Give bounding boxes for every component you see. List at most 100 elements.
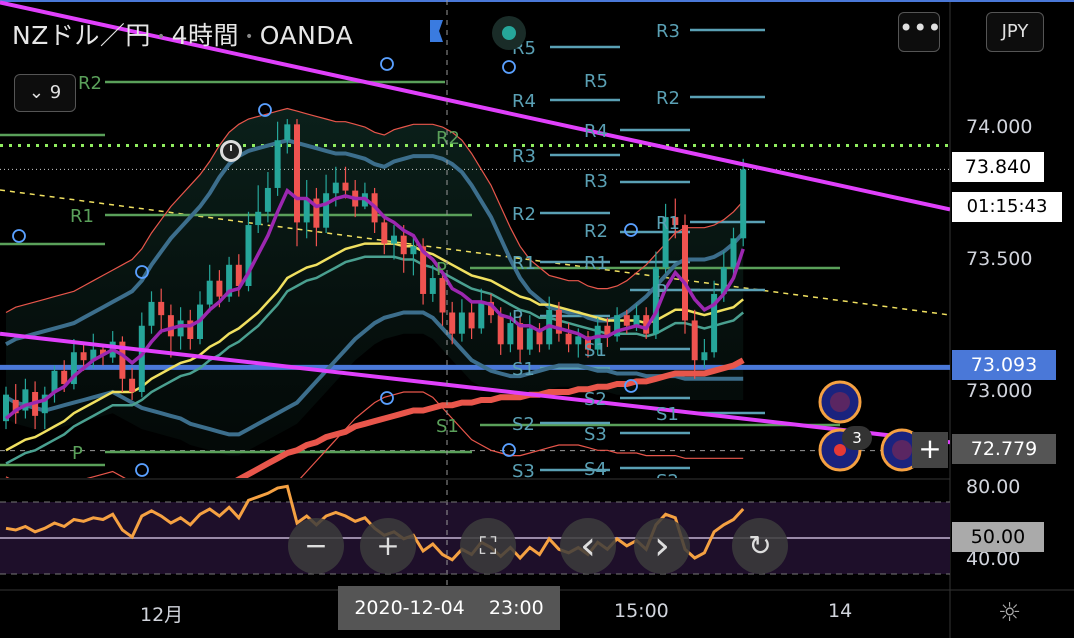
- fractal-marker: [135, 463, 149, 477]
- plot-area: R2R1PR1PS1R2R5R4R3R2R1PS1S2S3R5R4R3R2R1P…: [0, 0, 950, 492]
- symbol-name[interactable]: NZドル／円: [12, 21, 151, 50]
- candle-body: [662, 217, 669, 268]
- candle-body: [623, 315, 630, 326]
- crosshair-price-label: 72.779: [952, 434, 1056, 464]
- candle-body: [575, 336, 582, 345]
- pivot-label-blue: S1: [584, 340, 607, 361]
- pivot-label-blue: P: [512, 307, 523, 328]
- pivot-label-blue: P: [656, 281, 667, 302]
- candle-body: [488, 301, 494, 316]
- interval-name[interactable]: 4時間: [171, 21, 239, 50]
- currency-button[interactable]: JPY: [986, 12, 1044, 52]
- more-menu-button[interactable]: •••: [898, 12, 941, 52]
- fractal-marker: [258, 103, 272, 117]
- price-tick: 73.000: [966, 380, 1033, 402]
- chevron-down-icon: ⌄: [28, 82, 44, 103]
- ema-short-line: [4, 187, 745, 420]
- price-tick: 73.500: [966, 248, 1033, 270]
- rsi-tick: 40.00: [966, 548, 1021, 570]
- candle-body: [294, 124, 300, 223]
- pivot-label-blue: S2: [512, 414, 535, 435]
- candle-body: [565, 333, 572, 345]
- pivot-label-blue: R3: [512, 146, 536, 167]
- add-alert-button[interactable]: +: [912, 432, 948, 468]
- candle-body: [80, 352, 87, 361]
- candle-body: [303, 198, 310, 223]
- event-flag-mark: [830, 392, 850, 412]
- candle-body: [177, 320, 184, 337]
- candle-body: [51, 370, 58, 392]
- upper-trendline: [0, 0, 950, 212]
- scroll-right-button[interactable]: ›: [634, 518, 690, 574]
- candle-body: [555, 309, 562, 334]
- scroll-left-button[interactable]: ‹: [560, 518, 616, 574]
- candle-body: [614, 315, 621, 337]
- bollinger-outer-upper-line: [5, 107, 744, 314]
- candle-body: [70, 352, 77, 385]
- price-tick: 74.000: [966, 116, 1033, 138]
- rsi-tick: 80.00: [966, 476, 1021, 498]
- candle-body: [643, 315, 650, 334]
- candle-body: [323, 193, 330, 228]
- last-price-label: 73.840: [952, 152, 1044, 182]
- candle-body: [61, 370, 68, 385]
- pivot-label-blue: R1: [656, 213, 680, 234]
- pivot-label-blue: R1: [512, 253, 536, 274]
- pivot-label-blue: S2: [656, 471, 679, 492]
- candle-body: [604, 325, 611, 337]
- event-count-badge[interactable]: 3: [842, 426, 872, 450]
- fractal-marker: [380, 391, 394, 405]
- candle-body: [526, 328, 533, 350]
- fractal-marker: [502, 443, 516, 457]
- chart-title: NZドル／円 • 4時間 • OANDA: [12, 21, 354, 50]
- ema-mid-line: [5, 242, 744, 452]
- reset-scale-button[interactable]: ⛶: [460, 518, 516, 574]
- bollinger-upper-line: [5, 138, 745, 347]
- candle-body: [22, 389, 29, 411]
- candle-body: [439, 278, 446, 313]
- pivot-label-green: S1: [436, 416, 459, 437]
- market-status-icon: [492, 16, 526, 50]
- pivot-label-green: P: [72, 443, 83, 464]
- candle-body: [652, 267, 659, 334]
- pivot-label-blue: S3: [512, 461, 535, 482]
- pivot-label-blue: R2: [584, 221, 608, 242]
- horizontal-line-price-label[interactable]: 73.093: [952, 350, 1056, 380]
- pivot-label-blue: S1: [512, 359, 535, 380]
- candle-body: [342, 182, 349, 191]
- candle-body: [129, 378, 136, 392]
- pivot-label-green: R1: [512, 253, 536, 274]
- pivot-label-blue: R4: [584, 121, 608, 142]
- candle-body: [332, 182, 339, 194]
- indicator-toggle-button[interactable]: ⌄ 9: [14, 74, 76, 112]
- reset-chart-button[interactable]: ↻: [732, 518, 788, 574]
- flag-icon[interactable]: [430, 20, 443, 42]
- pivot-label-blue: R3: [656, 21, 680, 42]
- zoom-in-button[interactable]: +: [360, 518, 416, 574]
- event-flag-mark: [892, 440, 912, 460]
- bollinger-lower-line: [5, 310, 744, 437]
- time-tick: 14: [828, 600, 853, 622]
- candle-body: [3, 394, 9, 422]
- candle-body: [167, 315, 174, 337]
- settings-icon[interactable]: ☼: [998, 598, 1022, 628]
- bollinger-fill: [6, 108, 744, 456]
- candle-body: [585, 336, 591, 350]
- rsi-value-label: 50.00: [952, 522, 1044, 552]
- candle-body: [274, 140, 281, 188]
- candle-body: [400, 235, 407, 255]
- bar-countdown-label: 01:15:43: [952, 192, 1062, 222]
- candle-body: [420, 246, 427, 294]
- candle-body: [536, 328, 543, 345]
- candle-body: [206, 280, 213, 305]
- candle-body: [449, 312, 456, 334]
- candle-body: [216, 280, 223, 297]
- zoom-out-button[interactable]: −: [288, 518, 344, 574]
- candle-body: [235, 264, 242, 286]
- pivot-label-blue: R1: [584, 253, 608, 274]
- fractal-marker: [135, 265, 149, 279]
- broker-name: OANDA: [259, 21, 354, 50]
- candle-body: [682, 225, 688, 321]
- candle-body: [672, 217, 679, 226]
